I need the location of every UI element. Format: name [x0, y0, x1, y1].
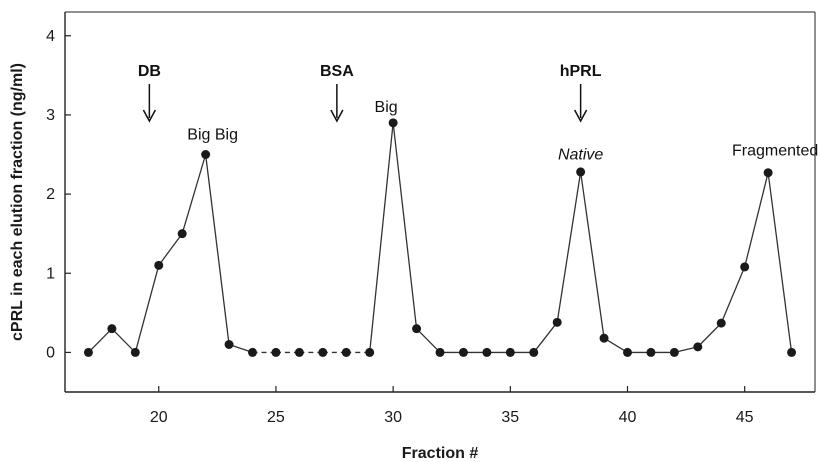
data-point [505, 347, 515, 357]
peak-annotation: Native [558, 147, 603, 164]
x-tick-label: 40 [619, 409, 637, 426]
data-point [107, 324, 117, 334]
marker-arrow-head [142, 109, 157, 123]
data-point [365, 347, 375, 357]
axes [64, 11, 816, 393]
data-point [482, 347, 492, 357]
series-segment [744, 172, 769, 268]
series-segment [556, 171, 582, 323]
data-point [435, 347, 445, 357]
marker-label: hPRL [560, 63, 602, 80]
series-segment [181, 154, 207, 234]
data-point [646, 347, 656, 357]
markers-group: DB BSA hPRL [138, 63, 602, 123]
data-point [669, 347, 679, 357]
peak-annotation: Fragmented [732, 143, 818, 160]
data-point [130, 347, 140, 357]
series-segment [579, 171, 605, 339]
series-segment [416, 328, 441, 353]
data-point [177, 229, 187, 239]
data-point [763, 168, 773, 178]
series-segment [111, 328, 136, 353]
x-tick-label: 30 [384, 409, 402, 426]
marker-arrow-head [330, 109, 344, 123]
series-segment [603, 337, 628, 353]
peak-annotation: Big Big [187, 127, 238, 144]
series-segment [767, 172, 793, 353]
y-tick-label: 3 [46, 107, 55, 124]
x-tick-label: 25 [267, 409, 285, 426]
y-tick-label: 2 [46, 186, 55, 203]
marker-arrow-head [573, 109, 588, 123]
annotations-group: Big Big Big Native Fragmented [187, 99, 818, 164]
y-tick-label: 4 [46, 28, 55, 45]
data-point [318, 347, 328, 357]
data-point [576, 167, 586, 177]
data-point [787, 347, 797, 357]
data-point [224, 340, 234, 349]
ticks: 0 1 2 3 4 20 25 30 35 40 45 [46, 28, 754, 426]
series-segment [369, 122, 394, 353]
x-tick-label: 20 [150, 409, 168, 426]
data-point [458, 347, 468, 357]
series-group [83, 118, 797, 357]
series-segment [87, 328, 113, 353]
data-point [154, 260, 164, 270]
data-point [599, 333, 609, 343]
marker-label: BSA [320, 63, 354, 80]
data-point [552, 317, 562, 327]
y-axis-title: cPRL in each elution fraction (ng/ml) [9, 63, 26, 341]
data-point [716, 318, 726, 328]
series-segment [533, 321, 558, 353]
y-tick-label: 1 [46, 265, 55, 282]
data-point [693, 342, 703, 352]
x-axis-title: Fraction # [402, 445, 479, 462]
x-tick-label: 45 [736, 409, 754, 426]
x-tick-label: 35 [501, 409, 519, 426]
data-point [248, 347, 257, 357]
data-point [529, 347, 539, 357]
series-segment [158, 233, 183, 266]
data-point [623, 347, 632, 357]
series-segment [720, 266, 746, 324]
data-point [388, 118, 398, 128]
series-segment [697, 322, 722, 348]
data-point [294, 347, 304, 357]
marker-label: DB [138, 63, 161, 80]
peak-annotation: Big [375, 99, 398, 116]
data-point [83, 347, 93, 357]
y-tick-label: 0 [46, 344, 55, 361]
data-point [341, 347, 351, 357]
series-segment [204, 154, 230, 345]
series-segment [134, 265, 160, 353]
series-segment [392, 122, 418, 329]
data-point [201, 150, 211, 159]
data-point [412, 324, 422, 334]
data-point [740, 262, 750, 272]
data-point [271, 347, 281, 357]
